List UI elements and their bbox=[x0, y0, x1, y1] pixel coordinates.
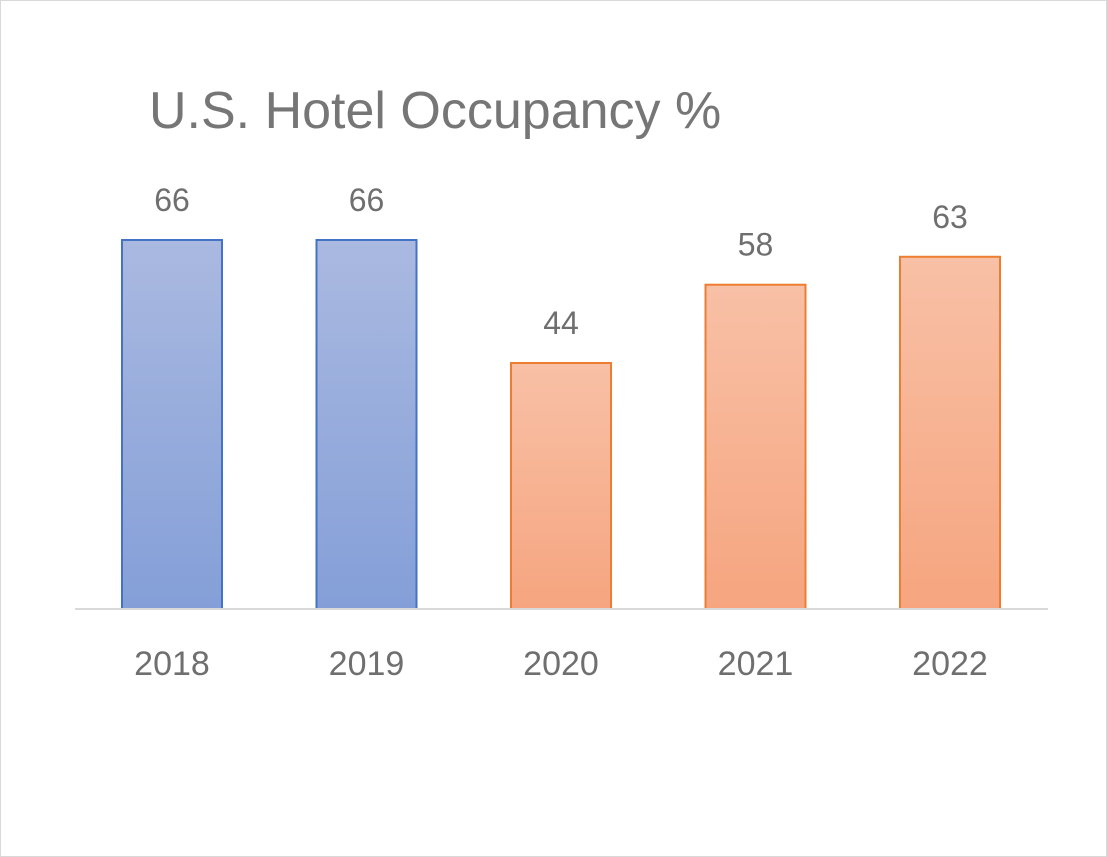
x-tick-label-2018: 2018 bbox=[134, 645, 210, 683]
data-label-2019: 66 bbox=[349, 182, 385, 218]
bar-2022 bbox=[899, 255, 1001, 610]
bar-2020 bbox=[510, 362, 612, 610]
data-label-2022: 63 bbox=[932, 199, 968, 235]
x-tick-label-2020: 2020 bbox=[523, 645, 599, 683]
data-label-2020: 44 bbox=[543, 305, 579, 341]
labels-group: 66 2018 66 2019 44 2020 58 2021 63 2022 bbox=[134, 182, 988, 683]
bar-2018 bbox=[121, 239, 223, 610]
x-tick-label-2021: 2021 bbox=[718, 645, 794, 683]
x-tick-label-2022: 2022 bbox=[912, 645, 988, 683]
bar-2021 bbox=[704, 283, 807, 610]
chart-title: U.S. Hotel Occupancy % bbox=[149, 82, 722, 140]
bars-group bbox=[121, 239, 1001, 610]
data-label-2018: 66 bbox=[154, 182, 190, 218]
x-tick-label-2019: 2019 bbox=[329, 645, 405, 683]
data-label-2021: 58 bbox=[738, 227, 774, 263]
bar-2019 bbox=[315, 239, 418, 610]
